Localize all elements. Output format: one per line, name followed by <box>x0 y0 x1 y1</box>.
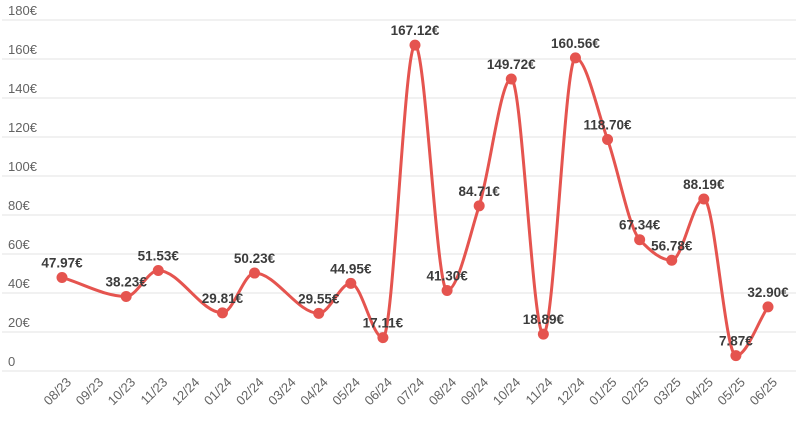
x-axis-tick-label: 01/25 <box>586 375 620 409</box>
data-point-marker[interactable] <box>345 277 357 289</box>
x-axis-tick-label: 02/25 <box>618 375 652 409</box>
y-axis-tick-label: 100€ <box>8 159 38 174</box>
data-point-marker[interactable] <box>441 284 453 296</box>
x-axis-tick-label: 05/24 <box>329 375 363 409</box>
data-point-marker[interactable] <box>698 193 710 205</box>
data-point-marker[interactable] <box>120 290 132 302</box>
data-point-label: 167.12€ <box>391 23 440 38</box>
data-point-marker[interactable] <box>377 332 389 344</box>
x-axis-tick-label: 10/23 <box>105 375 139 409</box>
x-axis-tick-label: 08/24 <box>426 375 460 409</box>
data-point-label: 29.55€ <box>298 291 340 306</box>
x-axis-tick-label: 12/24 <box>554 375 588 409</box>
x-axis-tick-label: 04/24 <box>297 375 331 409</box>
data-point-label: 56.78€ <box>651 238 693 253</box>
data-point-marker[interactable] <box>730 350 742 362</box>
data-point-label: 67.34€ <box>619 218 661 233</box>
data-point-label: 41.30€ <box>426 268 468 283</box>
x-axis-tick-label: 06/24 <box>361 375 395 409</box>
data-point-label: 88.19€ <box>683 177 725 192</box>
data-point-label: 38.23€ <box>106 274 148 289</box>
data-point-label: 29.81€ <box>202 291 244 306</box>
data-point-marker[interactable] <box>762 301 774 313</box>
y-axis-tick-label: 60€ <box>8 237 30 252</box>
y-axis-tick-label: 20€ <box>8 315 30 330</box>
data-point-label: 160.56€ <box>551 36 600 51</box>
x-axis-tick-label: 06/25 <box>747 375 781 409</box>
x-axis-tick-label: 09/23 <box>73 375 107 409</box>
data-point-marker[interactable] <box>634 234 646 246</box>
data-point-marker[interactable] <box>409 39 421 51</box>
x-axis-tick-label: 03/24 <box>265 375 299 409</box>
x-axis-tick-label: 02/24 <box>233 375 267 409</box>
data-point-marker[interactable] <box>56 271 68 283</box>
y-axis-tick-label: 140€ <box>8 81 38 96</box>
data-point-marker[interactable] <box>152 265 164 277</box>
y-axis-tick-label: 120€ <box>8 120 38 135</box>
y-axis-tick-label: 180€ <box>8 3 38 18</box>
x-axis-tick-label: 11/24 <box>523 375 556 408</box>
x-axis-tick-label: 04/25 <box>682 375 716 409</box>
data-point-label: 149.72€ <box>487 57 536 72</box>
data-point-label: 18.89€ <box>523 312 565 327</box>
x-axis-tick-label: 11/23 <box>137 375 170 408</box>
data-point-marker[interactable] <box>505 73 517 85</box>
data-point-label: 32.90€ <box>747 285 789 300</box>
data-point-marker[interactable] <box>249 267 261 279</box>
x-axis-tick-label: 12/24 <box>169 375 203 409</box>
data-point-marker[interactable] <box>473 200 485 212</box>
data-point-label: 118.70€ <box>584 118 633 133</box>
x-axis-tick-label: 07/24 <box>394 375 428 409</box>
data-point-label: 50.23€ <box>234 251 276 266</box>
data-point-label: 84.71€ <box>459 184 501 199</box>
data-point-marker[interactable] <box>666 254 678 266</box>
y-axis-tick-label: 0 <box>8 354 15 369</box>
data-point-marker[interactable] <box>216 307 228 319</box>
x-axis-tick-label: 01/24 <box>201 375 235 409</box>
data-point-label: 17.11€ <box>363 316 404 331</box>
data-point-label: 47.97€ <box>41 255 83 270</box>
data-point-marker[interactable] <box>602 134 614 146</box>
x-axis-tick-label: 03/25 <box>650 375 684 409</box>
data-point-label: 7.87€ <box>719 334 753 349</box>
data-point-label: 51.53€ <box>138 249 180 264</box>
x-axis-tick-label: 05/25 <box>714 375 748 409</box>
series-line <box>60 43 770 358</box>
data-point-marker[interactable] <box>313 307 325 319</box>
x-axis-tick-label: 08/23 <box>41 375 75 409</box>
x-axis-tick-label: 10/24 <box>490 375 524 409</box>
y-axis-tick-label: 160€ <box>8 42 38 57</box>
y-axis-tick-label: 80€ <box>8 198 30 213</box>
data-point-marker[interactable] <box>537 328 549 340</box>
data-point-label: 44.95€ <box>330 261 372 276</box>
y-axis-tick-label: 40€ <box>8 276 30 291</box>
data-point-marker[interactable] <box>569 52 581 64</box>
x-axis-tick-label: 09/24 <box>458 375 492 409</box>
